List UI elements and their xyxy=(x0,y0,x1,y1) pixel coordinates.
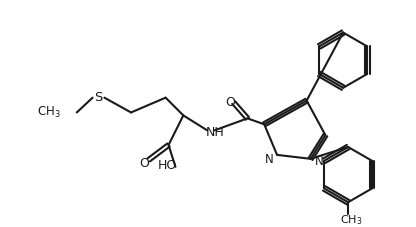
Text: S: S xyxy=(94,91,103,104)
Text: CH$_3$: CH$_3$ xyxy=(37,104,61,119)
Text: N: N xyxy=(265,153,274,166)
Text: O: O xyxy=(139,157,149,170)
Text: NH: NH xyxy=(206,125,224,138)
Text: O: O xyxy=(225,96,235,109)
Text: CH$_3$: CH$_3$ xyxy=(340,212,362,226)
Text: N: N xyxy=(314,155,323,168)
Text: HO: HO xyxy=(158,158,177,171)
